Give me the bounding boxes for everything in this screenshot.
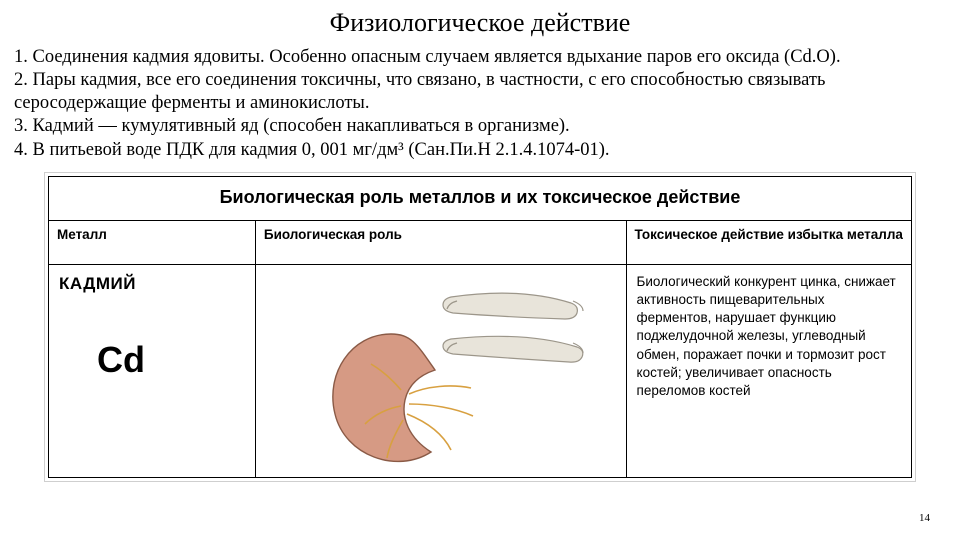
metal-name: КАДМИЙ <box>59 273 245 296</box>
metals-table: Металл КАДМИЙ Cd Биологическая роль <box>49 221 911 477</box>
point-4: 4. В питьевой воде ПДК для кадмия 0, 001… <box>14 139 946 162</box>
cell-toxic-effect: Биологический конкурент цинка, снижает а… <box>627 265 911 475</box>
body-text-block: 1. Соединения кадмия ядовиты. Особенно о… <box>14 46 946 162</box>
cell-metal: КАДМИЙ Cd <box>49 265 255 475</box>
page-title: Физиологическое действие <box>14 8 946 38</box>
column-header-metal: Металл <box>49 221 255 265</box>
figure-title: Биологическая роль металлов и их токсиче… <box>49 177 911 221</box>
element-symbol: Cd <box>97 336 245 385</box>
kidney-icon <box>291 279 591 469</box>
column-header-bio-role: Биологическая роль <box>256 221 626 265</box>
point-3: 3. Кадмий — кумулятивный яд (способен на… <box>14 115 946 138</box>
point-2: 2. Пары кадмия, все его соединения токси… <box>14 69 946 115</box>
column-header-toxic: Токсическое действие избытка металла <box>627 221 911 265</box>
figure-container: Биологическая роль металлов и их токсиче… <box>44 172 916 482</box>
point-1: 1. Соединения кадмия ядовиты. Особенно о… <box>14 46 946 69</box>
cell-bio-role <box>256 265 626 477</box>
page-number: 14 <box>919 512 930 524</box>
